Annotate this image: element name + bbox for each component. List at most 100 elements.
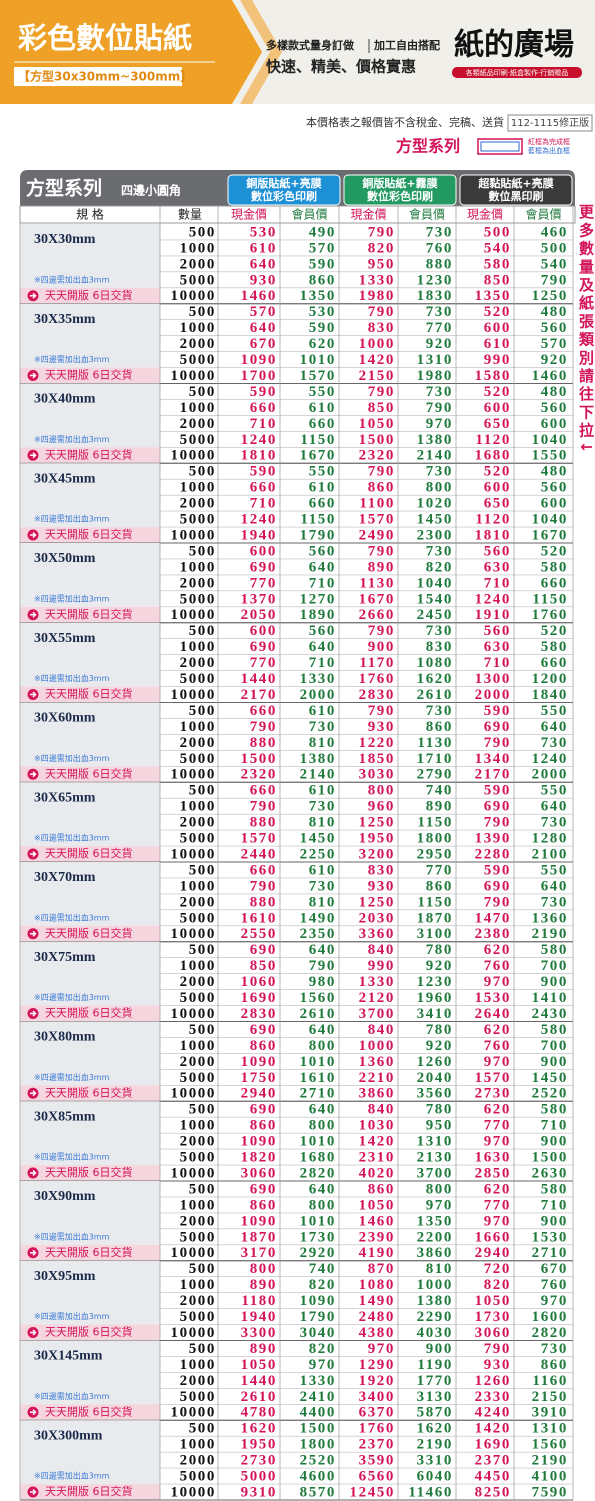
price: 670: [541, 1261, 568, 1277]
price: 580: [541, 639, 568, 655]
price: 1150: [532, 591, 568, 607]
price: 970: [309, 1357, 336, 1373]
price: 1010: [300, 1054, 336, 1070]
price: 660: [541, 655, 568, 671]
price: 660: [541, 575, 568, 591]
price: 810: [309, 894, 336, 910]
schedule: 天天開版 6日交貨: [45, 846, 133, 860]
price: 540: [484, 240, 511, 256]
quantity: 500: [189, 1022, 216, 1038]
spec-label: 30X70mm: [34, 870, 96, 885]
price: 1330: [300, 671, 336, 687]
price: 1250: [359, 815, 395, 831]
price: 690: [250, 639, 277, 655]
price: 1220: [359, 735, 395, 751]
schedule-cell: [20, 287, 160, 304]
price: 970: [484, 974, 511, 990]
schedule: 天天開版 6日交貨: [45, 1484, 133, 1498]
schedule-cell: [20, 447, 160, 464]
price: 2920: [300, 1245, 336, 1261]
price: 770: [484, 1197, 511, 1213]
price: 820: [426, 559, 453, 575]
price: 12450: [350, 1484, 396, 1500]
price: 2380: [475, 926, 511, 942]
price: 810: [309, 815, 336, 831]
spec-label: 30X95mm: [34, 1269, 96, 1284]
price: 1440: [241, 1373, 277, 1389]
schedule: 天天開版 6日交貨: [45, 687, 133, 701]
arrow-glyph: [30, 1010, 37, 1017]
price: 6040: [417, 1469, 453, 1485]
price: 610: [309, 783, 336, 799]
arrow-glyph: [30, 930, 37, 937]
price: 730: [426, 304, 453, 320]
price: 1200: [532, 671, 568, 687]
price: 550: [541, 703, 568, 719]
price: 590: [309, 256, 336, 272]
price: 900: [541, 1054, 568, 1070]
price: 840: [368, 1102, 395, 1118]
price: 2940: [475, 1245, 511, 1261]
price: 520: [541, 543, 568, 559]
price: 570: [309, 240, 336, 256]
group-line1: 銅版貼紙+亮膜: [246, 176, 321, 190]
schedule: 天天開版 6日交貨: [45, 288, 133, 302]
price: 860: [250, 1197, 277, 1213]
price: 4600: [300, 1469, 336, 1485]
price: 2120: [359, 990, 395, 1006]
price: 770: [250, 575, 277, 591]
price: 1670: [359, 591, 395, 607]
price: 1240: [241, 432, 277, 448]
quantity: 1000: [180, 719, 216, 735]
price: 3410: [417, 1006, 453, 1022]
price: 550: [541, 862, 568, 878]
price: 1380: [417, 1293, 453, 1309]
price: 1940: [241, 527, 277, 543]
size-box: [14, 67, 182, 86]
price: 1340: [475, 751, 511, 767]
price: 800: [309, 1118, 336, 1134]
price: 710: [309, 655, 336, 671]
spec-cell: [20, 1340, 160, 1405]
quantity: 2000: [180, 815, 216, 831]
quantity: 5000: [180, 990, 216, 1006]
price: 1290: [359, 1357, 395, 1373]
price: 710: [484, 575, 511, 591]
price: 1670: [300, 448, 336, 464]
price: 1800: [417, 831, 453, 847]
brand: 紙的廣場: [454, 28, 574, 63]
price: 630: [484, 639, 511, 655]
quantity: 5000: [180, 352, 216, 368]
price: 1080: [417, 655, 453, 671]
price: 790: [484, 815, 511, 831]
price: 1310: [417, 352, 453, 368]
schedule: 天天開版 6日交貨: [45, 1325, 133, 1339]
price: 1240: [475, 591, 511, 607]
price: 760: [541, 1277, 568, 1293]
slogan-a: 多樣款式量身訂做: [266, 38, 355, 52]
price: 1610: [241, 910, 277, 926]
quantity: 1000: [180, 1357, 216, 1373]
price: 640: [309, 1022, 336, 1038]
price: 1730: [300, 1229, 336, 1245]
price: 2370: [475, 1453, 511, 1469]
price: 560: [309, 623, 336, 639]
quantity: 500: [189, 623, 216, 639]
price: 1540: [417, 591, 453, 607]
price: 5870: [417, 1405, 453, 1421]
price: 640: [541, 719, 568, 735]
price: 1120: [475, 512, 511, 528]
price: 860: [541, 1357, 568, 1373]
quantity: 1000: [180, 799, 216, 815]
price: 730: [426, 703, 453, 719]
price: 920: [426, 336, 453, 352]
arrow-glyph: [30, 850, 37, 858]
price: 1750: [241, 1070, 277, 1086]
quantity: 2000: [180, 894, 216, 910]
quantity: 1000: [180, 320, 216, 336]
price: 640: [309, 1181, 336, 1197]
price: 880: [250, 735, 277, 751]
chevron: [240, 0, 282, 104]
schedule-cell: [20, 1244, 160, 1261]
schedule-cell: [20, 766, 160, 783]
